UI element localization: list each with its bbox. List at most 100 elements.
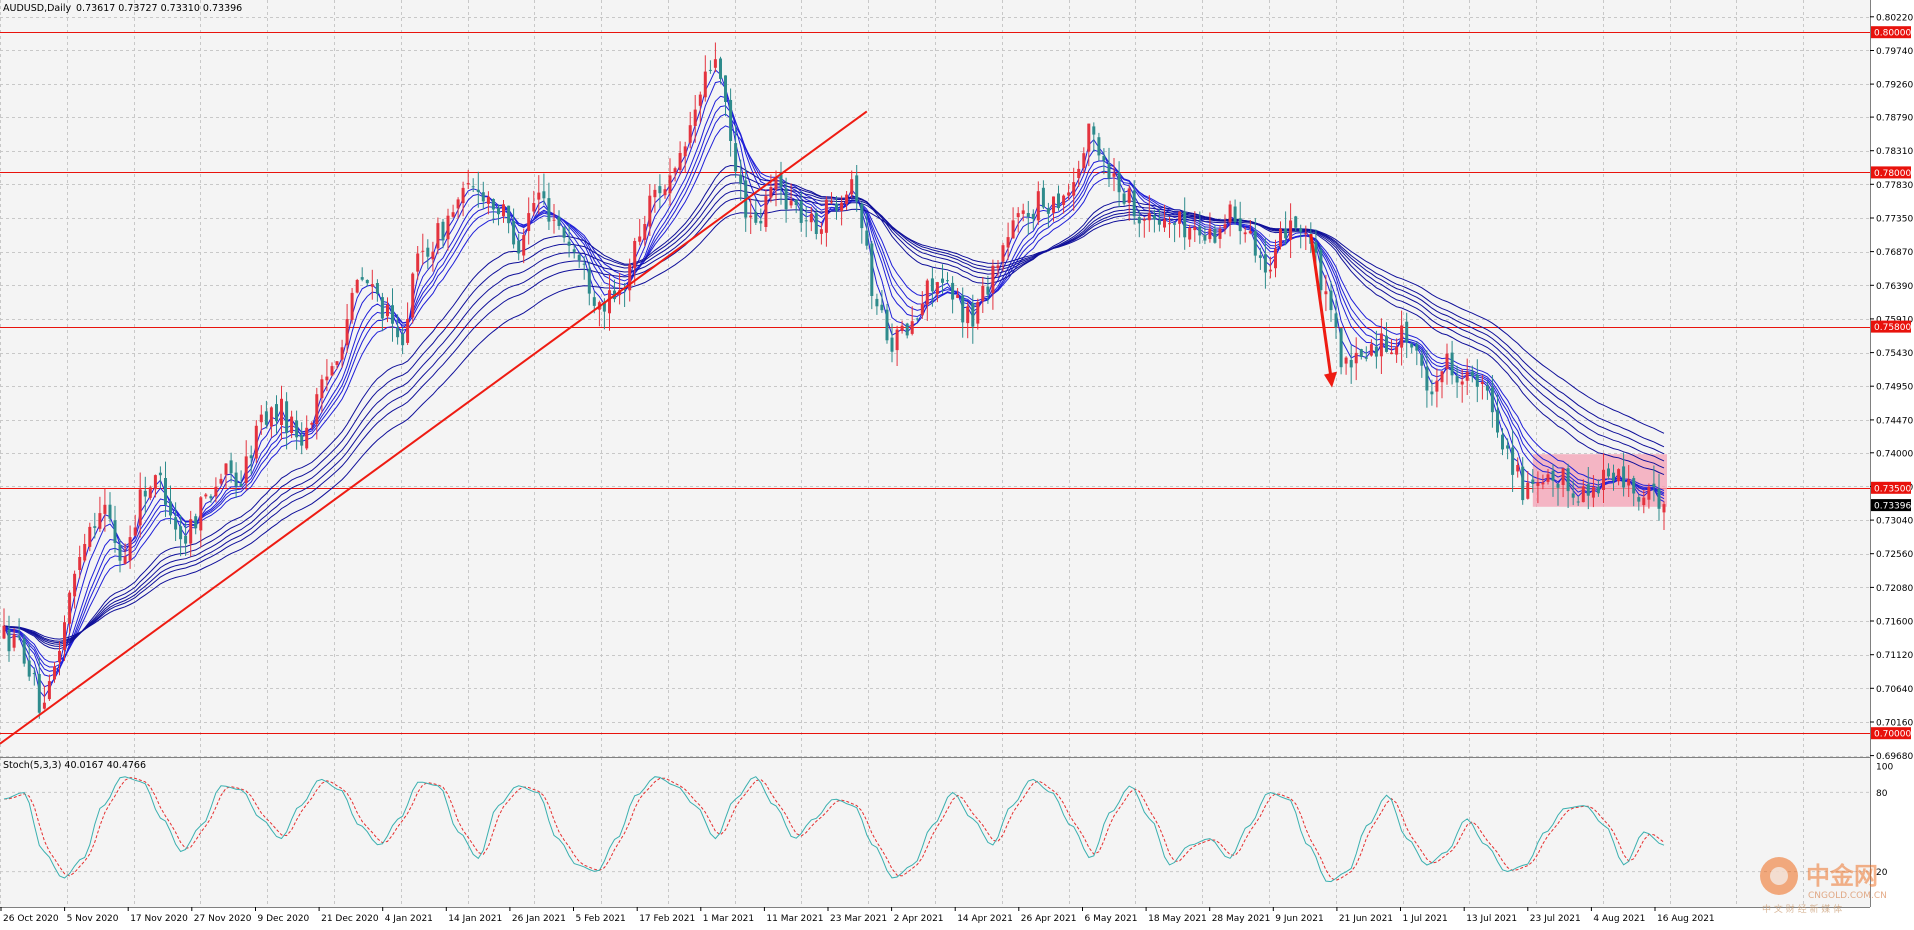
candle-body (804, 220, 808, 222)
candle-body (295, 420, 299, 438)
price-tick-label: 0.71120 (1876, 651, 1913, 661)
candle-body (1228, 204, 1232, 223)
candle-body (1496, 409, 1499, 433)
price-tick-label: 0.74470 (1876, 416, 1913, 426)
candle-body (1188, 227, 1192, 240)
candle-body (153, 475, 157, 490)
date-tick-label: 26 Jan 2021 (512, 914, 566, 924)
candle-body (1602, 469, 1605, 490)
candle-body (961, 295, 965, 323)
price-tick-label: 0.74000 (1876, 449, 1913, 459)
candle-body (1662, 504, 1666, 513)
candle-body (1208, 228, 1212, 240)
moving-average-line (3, 208, 1665, 640)
candle-body (1258, 255, 1262, 258)
candle-body (133, 527, 137, 536)
candle-body (1339, 328, 1343, 368)
candle-body (1102, 155, 1106, 161)
candle-body (320, 379, 324, 399)
candle-body (567, 241, 571, 246)
candle-body (17, 636, 21, 638)
candle-body (1460, 381, 1464, 385)
watermark-tagline: 中 文 财 经 新 媒 体 (1762, 903, 1842, 915)
candle-body (325, 376, 329, 381)
candle-body (1440, 371, 1444, 383)
candle-body (481, 192, 485, 202)
candle-body (1531, 479, 1535, 484)
date-tick-label: 2 Apr 2021 (894, 914, 944, 924)
candle-body (1046, 208, 1050, 214)
price-tick-label: 0.77350 (1876, 215, 1913, 225)
candle-body (749, 215, 753, 218)
candle-body (1485, 385, 1489, 391)
candle-body (1132, 190, 1136, 217)
candle-body (411, 273, 415, 318)
brand-logo-inner-icon (1770, 867, 1788, 885)
candle-body (42, 702, 46, 709)
candle-body (169, 501, 172, 516)
candle-body (391, 305, 394, 324)
candle-body (688, 125, 692, 143)
candle-body (996, 265, 1000, 269)
candle-body (1274, 248, 1277, 269)
candle-body (1107, 163, 1111, 179)
candle-body (375, 283, 379, 294)
stoch-signal-line (3, 777, 1665, 881)
candle-body (386, 304, 389, 317)
date-tick-label: 1 Mar 2021 (703, 914, 754, 924)
candle-body (628, 264, 632, 291)
candle-body (1344, 357, 1348, 364)
candle-body (1425, 366, 1429, 391)
candle-body (1092, 126, 1096, 135)
level-price-label: 0.73500 (1874, 484, 1911, 494)
candle-body (1596, 486, 1600, 494)
stoch-tick-label: 80 (1876, 789, 1888, 799)
candle-body (885, 309, 889, 341)
candle-body (1480, 382, 1484, 384)
candle-body (280, 398, 283, 425)
candle-body (426, 247, 430, 257)
candle-body (98, 513, 102, 529)
candle-body (840, 202, 844, 211)
candle-body (330, 366, 334, 376)
candle-body (1450, 352, 1454, 376)
candle-body (547, 198, 551, 222)
candle-body (835, 203, 838, 211)
candle-body (254, 425, 258, 459)
candle-body (491, 199, 495, 210)
candle-body (1077, 168, 1081, 178)
candle-body (1415, 344, 1419, 351)
candle-body (658, 186, 662, 194)
price-tick-label: 0.76870 (1876, 248, 1913, 258)
candle-body (638, 236, 642, 242)
candle-body (784, 188, 788, 210)
candle-body (1324, 291, 1328, 295)
date-tick-label: 16 Aug 2021 (1657, 914, 1715, 924)
candle-body (946, 280, 949, 282)
candle-body (1521, 466, 1525, 501)
current-price-tag (1871, 499, 1911, 512)
candle-body (1546, 474, 1550, 482)
candle-body (214, 486, 218, 497)
candle-body (1006, 237, 1010, 248)
candle-body (981, 285, 985, 302)
candle-body (73, 573, 77, 597)
price-tick-label: 0.79260 (1876, 81, 1913, 91)
candle-body (1627, 479, 1631, 486)
candle-body (794, 199, 798, 205)
level-price-label: 0.75800 (1874, 323, 1911, 333)
candle-body (1591, 487, 1595, 498)
candle-body (380, 297, 384, 319)
date-tick-label: 21 Dec 2020 (321, 914, 379, 924)
candle-body (290, 416, 294, 433)
candle-body (653, 189, 657, 198)
candle-body (1122, 193, 1126, 204)
date-tick-label: 4 Jan 2021 (385, 914, 433, 924)
candle-body (663, 189, 667, 196)
moving-average-line (3, 189, 1665, 644)
candle-body (1057, 193, 1060, 209)
candle-body (209, 496, 213, 499)
candle-body (1647, 486, 1651, 500)
candle-body (527, 213, 531, 231)
candle-body (966, 306, 970, 324)
